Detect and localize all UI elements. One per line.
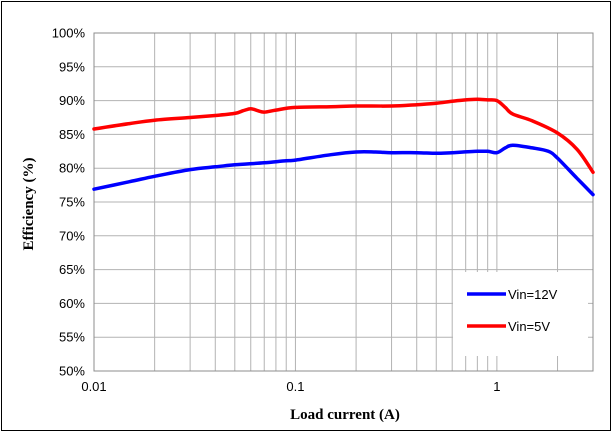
y-tick-label: 90% xyxy=(59,93,85,108)
legend-box xyxy=(453,272,588,356)
series-lines xyxy=(92,97,595,197)
y-tick-label: 55% xyxy=(59,330,85,345)
plot-area xyxy=(93,32,594,372)
grid xyxy=(93,32,594,372)
x-tick-label: 0.01 xyxy=(81,379,106,394)
y-tick-label: 65% xyxy=(59,262,85,277)
x-axis-title: Load current (A) xyxy=(290,407,400,423)
y-tick-label: 95% xyxy=(59,59,85,74)
y-tick-label: 75% xyxy=(59,195,85,210)
y-tick-label: 70% xyxy=(59,228,85,243)
legend: Vin=12V Vin=5V xyxy=(453,272,588,356)
legend-label: Vin=12V xyxy=(508,287,558,302)
x-tick-label: 0.1 xyxy=(286,379,304,394)
series-line-vin-12v xyxy=(92,143,595,197)
x-tick-label: 1 xyxy=(493,379,500,394)
y-tick-label: 80% xyxy=(59,161,85,176)
y-axis-title: Efficiency (%) xyxy=(21,158,37,251)
y-tick-label: 85% xyxy=(59,127,85,142)
series-line-vin-5v xyxy=(92,97,595,175)
y-tick-label: 100% xyxy=(52,26,86,41)
y-tick-label: 50% xyxy=(59,364,85,379)
y-tick-label: 60% xyxy=(59,296,85,311)
x-tick-labels: 0.01 0.1 1 xyxy=(81,379,500,394)
y-tick-labels: 100% 95% 90% 85% 80% 75% 70% 65% 60% 55% 50% xyxy=(52,26,86,379)
legend-label: Vin=5V xyxy=(508,319,550,334)
